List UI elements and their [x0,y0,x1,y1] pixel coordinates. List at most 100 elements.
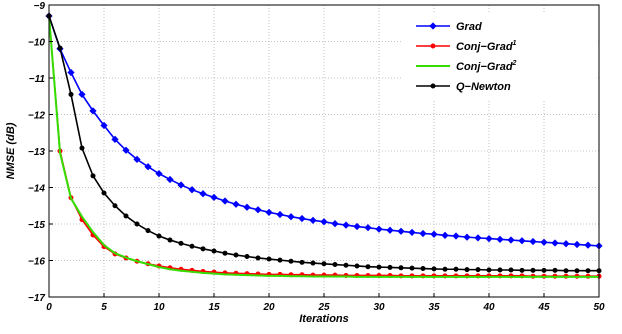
data-point [276,210,284,219]
legend-label-superscript: 2 [512,60,517,67]
data-point [134,221,140,227]
data-point [573,240,581,249]
legend-item: Q−Newton [416,81,511,93]
data-point [343,262,349,268]
data-point [155,170,163,178]
data-point [210,193,218,201]
data-point [420,266,426,272]
data-point [122,146,130,154]
x-tick-label: 30 [373,302,385,313]
data-point [354,263,360,269]
data-point [563,268,569,274]
data-point [463,233,471,241]
y-tick-label: −13 [28,147,45,158]
data-point [57,45,63,51]
data-point [474,234,482,242]
data-point [497,267,503,273]
data-point [331,220,339,228]
data-point [221,197,229,205]
data-point [177,181,185,189]
data-point [233,252,239,258]
data-point [529,237,537,246]
data-point [243,203,251,211]
data-point [518,237,526,245]
legend-item: Conj−Grad1 [416,40,517,53]
data-point [562,240,570,248]
data-point [508,267,514,273]
x-tick-label: 45 [537,302,550,313]
legend-label: Conj−Grad2 [456,60,517,73]
data-point [277,257,283,263]
data-point [199,190,207,198]
data-point [551,239,559,247]
x-tick-label: 10 [153,302,165,313]
data-point [89,107,97,115]
legend-marker [429,22,437,30]
data-point [431,266,437,272]
data-point [178,240,184,246]
data-point [398,265,404,271]
series-q-newton [46,13,602,274]
data-point [100,121,108,130]
data-point [387,264,393,270]
data-point [442,266,448,272]
data-point [310,260,316,266]
data-point [123,213,129,219]
legend-label-main: Conj−Grad [456,61,513,73]
data-point [287,213,295,221]
legend-label-main: Grad [456,21,482,33]
data-point [222,250,228,256]
x-tick-label: 35 [428,302,440,313]
x-tick-label: 25 [317,302,330,313]
legend-label-main: Conj−Grad [456,41,513,53]
legend-label: Q−Newton [456,81,511,93]
data-point [79,145,85,151]
data-point [584,241,592,249]
data-point [452,232,460,240]
data-point [211,248,217,254]
legend-marker [430,43,436,49]
data-point [430,230,438,238]
data-point [530,267,536,273]
data-point [540,238,548,246]
data-point [342,221,350,229]
data-point [552,267,558,273]
data-point [441,231,449,239]
data-point [397,227,405,235]
data-point [90,173,96,179]
x-tick-label: 5 [101,302,107,313]
data-point [144,163,152,171]
data-point [320,218,328,226]
data-point [133,155,141,164]
series-line [48,15,599,278]
series-grad [45,12,603,250]
data-point [364,224,372,232]
data-point [166,175,174,184]
data-point [111,135,119,143]
legend-label-main: Q−Newton [456,81,511,93]
y-tick-label: −14 [28,184,45,195]
y-tick-label: −15 [28,220,45,231]
data-point [464,267,470,273]
y-tick-label: −9 [34,1,46,12]
data-point [255,255,261,261]
data-point [167,237,173,243]
y-tick-label: −12 [28,111,45,122]
data-point [321,261,327,267]
data-point [68,91,74,97]
data-point [486,267,492,273]
data-point [332,262,338,268]
data-point [574,268,580,274]
data-point [541,267,547,273]
data-point [496,235,504,243]
data-point [485,234,493,243]
x-tick-label: 50 [593,302,605,313]
data-point [376,264,382,270]
x-tick-label: 15 [208,302,220,313]
data-point [475,267,481,273]
legend-label: Conj−Grad1 [456,40,517,53]
data-point [408,228,416,237]
data-point [365,264,371,270]
data-point [112,203,118,209]
